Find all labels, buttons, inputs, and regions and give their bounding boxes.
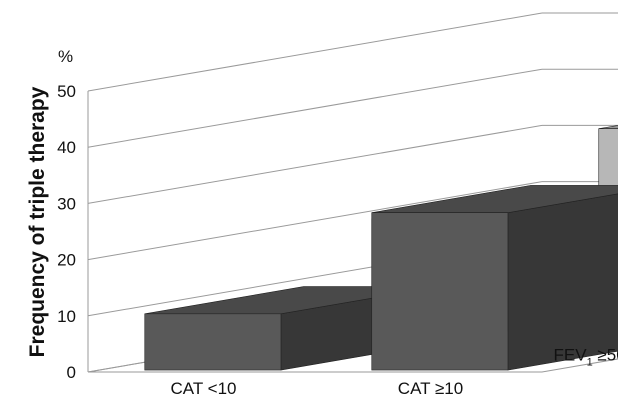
- gridline-side: [88, 125, 542, 203]
- y-tick-label: 40: [57, 138, 76, 157]
- y-tick-label: 10: [57, 307, 76, 326]
- x-tick-label: CAT ≥10: [398, 379, 463, 398]
- y-tick-label: 0: [67, 363, 76, 382]
- y-tick-label: 20: [57, 251, 76, 270]
- bar: [372, 185, 618, 370]
- gridline-side: [88, 69, 542, 147]
- y-axis: 0 10 20 30 40 50: [57, 82, 76, 382]
- depth-series-label: FEV1 ≥50%: [554, 346, 618, 369]
- y-axis-label: Frequency of triple therapy: [26, 86, 49, 357]
- y-tick-label: 30: [57, 194, 76, 213]
- x-tick-label: CAT <10: [171, 379, 237, 398]
- bar-group: [145, 101, 618, 370]
- gridline-side: [88, 13, 542, 91]
- y-tick-label: 50: [57, 82, 76, 101]
- y-axis-unit: %: [58, 47, 73, 66]
- x-axis: CAT <10 CAT ≥10: [171, 379, 464, 398]
